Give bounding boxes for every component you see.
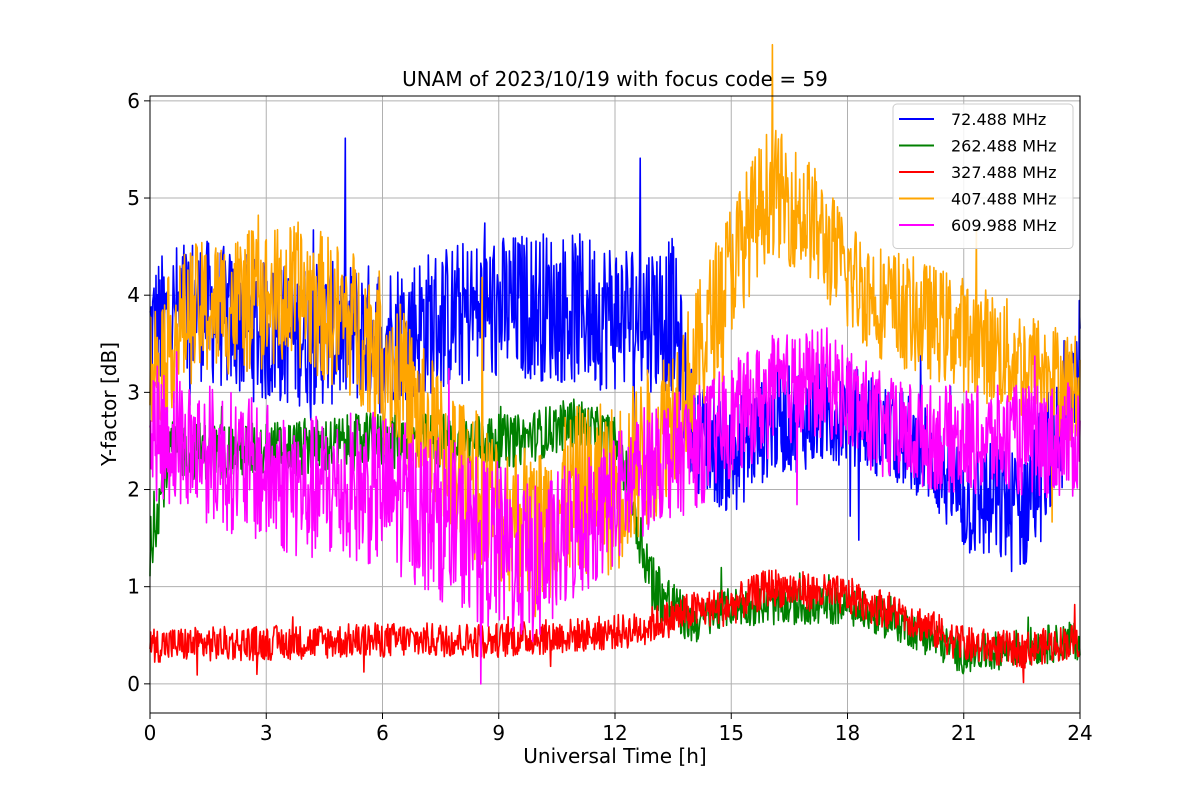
legend-box <box>892 103 1074 249</box>
series-line-2 <box>149 569 1081 684</box>
y-tick-label: 3 <box>127 380 140 404</box>
legend-entry-label: 609.988 MHz <box>951 216 1056 235</box>
x-tick-label: 6 <box>376 721 389 745</box>
x-tick-label: 3 <box>260 721 273 745</box>
chart-title: UNAM of 2023/10/19 with focus code = 59 <box>402 67 828 91</box>
x-tick-label: 0 <box>144 721 157 745</box>
legend-entry-label: 407.488 MHz <box>951 190 1056 209</box>
x-tick-label: 12 <box>602 721 627 745</box>
x-tick-label: 9 <box>492 721 505 745</box>
y-tick-label: 0 <box>127 672 140 696</box>
legend-entry-label: 327.488 MHz <box>951 163 1056 182</box>
y-tick-label: 2 <box>127 478 140 502</box>
y-axis-label: Y-factor [dB] <box>97 342 121 467</box>
series-line-4 <box>149 327 1081 685</box>
x-axis-label: Universal Time [h] <box>523 744 706 768</box>
y-tick-label: 1 <box>127 575 140 599</box>
x-tick-label: 21 <box>951 721 976 745</box>
x-tick-label: 18 <box>835 721 860 745</box>
series-layer <box>149 43 1081 685</box>
y-tick-label: 5 <box>127 186 140 210</box>
legend-entry-label: 72.488 MHz <box>951 110 1046 129</box>
y-tick-label: 4 <box>127 283 140 307</box>
series-line-3 <box>149 43 1081 618</box>
legend: 72.488 MHz 262.488 MHz 327.488 MHz 407.488 … <box>892 103 1074 249</box>
x-tick-label: 24 <box>1067 721 1092 745</box>
y-tick-label: 6 <box>127 89 140 113</box>
x-tick-label: 15 <box>719 721 744 745</box>
legend-entry-label: 262.488 MHz <box>951 137 1056 156</box>
